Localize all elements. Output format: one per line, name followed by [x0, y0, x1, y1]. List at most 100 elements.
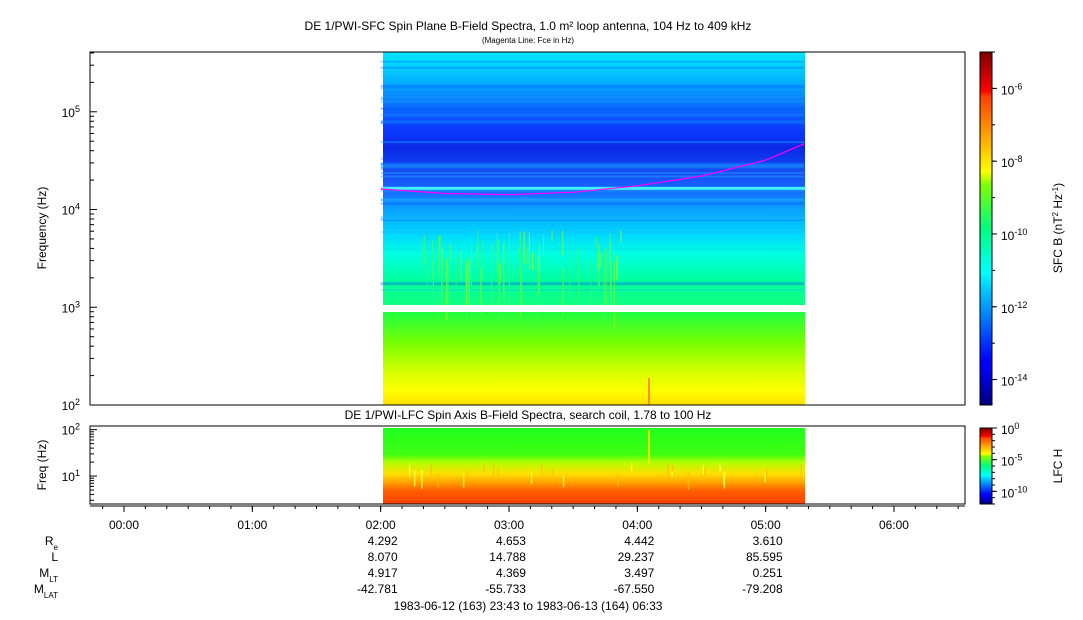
- lfc-spike: [562, 474, 565, 488]
- sfc-colorbar-ticks: 10-6 10-8 10-10 10-12 10-14: [992, 51, 1027, 389]
- time-tick-label: 04:00: [622, 518, 652, 532]
- sfc-spike: [569, 251, 571, 293]
- sfc-band: [380, 202, 805, 205]
- ephemeris-value: 0.251: [753, 566, 783, 580]
- time-tick-label: 02:00: [366, 518, 396, 532]
- sfc-spike: [605, 248, 607, 310]
- sfc-spectrogram-upper: [383, 52, 805, 305]
- sfc-ytick-label: 104: [62, 202, 80, 218]
- sfc-spike: [421, 242, 423, 272]
- sfc-spike: [498, 240, 500, 269]
- sfc-band: [380, 70, 805, 73]
- sfc-spike: [497, 261, 499, 282]
- sfc-data-gap: [380, 305, 805, 312]
- ephemeris-value: -67.550: [614, 582, 655, 596]
- sfc-ytick-label: 102: [62, 397, 80, 413]
- sfc-spike: [470, 261, 473, 287]
- sfc-spike: [578, 258, 580, 285]
- ephemeris-value: -42.781: [357, 582, 398, 596]
- lfc-spike: [648, 430, 650, 464]
- sfc-spike: [446, 259, 448, 321]
- ephemeris-value: 4.442: [624, 534, 654, 548]
- sfc-colorbar-frame: [979, 51, 993, 406]
- sfc-band: [380, 107, 805, 110]
- sfc-spike: [508, 233, 510, 302]
- sfc-spike: [599, 252, 601, 268]
- sfc-spike: [466, 255, 468, 319]
- ephemeris-value: 4.292: [368, 534, 398, 548]
- sfc-spike: [518, 248, 520, 259]
- lfc-colorbar-scale: [980, 428, 992, 504]
- sfc-spike: [562, 230, 564, 256]
- lfc-spike: [667, 463, 669, 479]
- lfc-panel: 101 102 Freq (Hz): [35, 422, 966, 505]
- sfc-ytick-label: 103: [62, 299, 80, 315]
- sfc-band: [380, 282, 805, 286]
- sfc-spike: [537, 256, 540, 296]
- ephemeris-value: 4.653: [496, 534, 526, 548]
- sfc-band: [380, 216, 805, 218]
- ephemeris-value: 8.070: [368, 550, 398, 564]
- sfc-spike: [597, 246, 599, 287]
- sfc-band: [380, 199, 805, 202]
- time-tick-label: 00:00: [109, 518, 139, 532]
- sfc-band: [380, 172, 805, 175]
- ephemeris-value: -79.208: [742, 582, 783, 596]
- sfc-ytick-label: 105: [62, 104, 80, 120]
- sfc-spike: [531, 252, 534, 271]
- time-tick-label: 05:00: [751, 518, 781, 532]
- sfc-spike: [426, 249, 428, 287]
- sfc-spike: [519, 231, 521, 275]
- sfc-spike: [482, 254, 484, 269]
- sfc-cbtick-label: 10-14: [1001, 373, 1027, 389]
- lfc-spike: [462, 473, 465, 488]
- lfc-title: DE 1/PWI-LFC Spin Axis B-Field Spectra, …: [345, 408, 712, 422]
- sfc-emission-spikes: [380, 230, 805, 405]
- sfc-band: [380, 248, 805, 250]
- sfc-spike: [439, 235, 441, 247]
- ephemeris-label: L: [51, 550, 58, 564]
- sfc-plot-frame: [89, 51, 966, 406]
- sfc-spike: [610, 242, 612, 306]
- lfc-spike: [671, 464, 674, 472]
- sfc-band: [380, 176, 805, 178]
- sfc-band: [380, 85, 805, 89]
- sfc-spike: [618, 256, 620, 276]
- sfc-band: [380, 120, 805, 124]
- sfc-spike: [528, 232, 530, 270]
- sfc-spike: [498, 260, 501, 317]
- lfc-colorbar: 100 10-5 10-10 LFC H: [979, 421, 1065, 505]
- time-tick-label: 06:00: [879, 518, 909, 532]
- sfc-spike: [432, 240, 434, 281]
- sfc-spike: [620, 230, 622, 242]
- lfc-spike: [800, 463, 802, 476]
- sfc-band: [380, 84, 805, 87]
- time-axis: 00:00 01:00 02:00 03:00 04:00 05:00 06:00: [90, 505, 965, 532]
- lfc-spike: [766, 469, 768, 479]
- sfc-band: [380, 113, 805, 117]
- lfc-cbtick-label: 10-5: [1001, 453, 1022, 469]
- lfc-colorbar-ticks: 100 10-5 10-10: [992, 421, 1027, 505]
- lfc-ytick-label: 102: [62, 422, 80, 438]
- ephemeris-value: 85.595: [746, 550, 783, 564]
- sfc-spike: [455, 257, 457, 285]
- sfc-spike: [590, 260, 592, 305]
- lfc-spike: [492, 462, 495, 479]
- lfc-spike: [408, 463, 411, 478]
- sfc-band: [380, 198, 805, 201]
- sfc-band: [380, 175, 805, 178]
- sfc-spike: [460, 251, 462, 280]
- sfc-spike: [537, 260, 539, 329]
- sfc-y-axis: 102 103 104 105: [62, 52, 97, 413]
- lfc-spike: [430, 464, 432, 476]
- sfc-band: [380, 165, 805, 169]
- lfc-cbtick-label: 10-10: [1001, 484, 1027, 500]
- sfc-spike: [441, 248, 443, 304]
- sfc-band: [380, 66, 805, 69]
- lfc-colorbar-label: LFC H: [1051, 449, 1065, 484]
- sfc-spike: [595, 236, 597, 247]
- lfc-spike: [540, 464, 543, 475]
- sfc-spike: [447, 259, 449, 305]
- lfc-spike: [723, 472, 726, 489]
